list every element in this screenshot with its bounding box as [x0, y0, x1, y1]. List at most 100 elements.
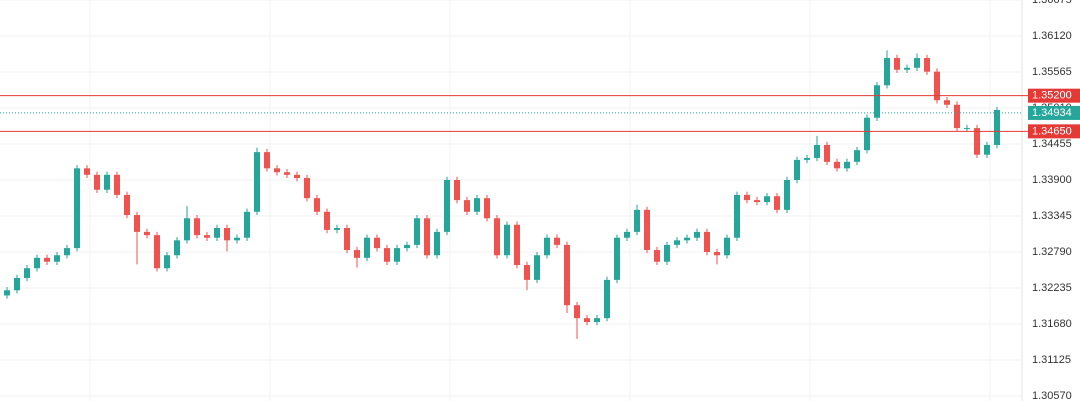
candle-body: [744, 194, 750, 201]
candle-body: [964, 128, 970, 130]
candle-body: [724, 237, 730, 256]
candle-body: [674, 240, 680, 245]
candle-body: [174, 240, 180, 256]
candle-body: [4, 290, 10, 296]
candle-body: [914, 58, 920, 68]
candle-body: [514, 224, 520, 265]
y-tick-label: 1.34455: [1032, 138, 1072, 150]
candle-body: [74, 168, 80, 249]
candle-body: [984, 144, 990, 155]
candle-body: [764, 196, 770, 203]
candle-body: [24, 268, 30, 278]
candle-body: [784, 180, 790, 210]
candle-body: [594, 318, 600, 323]
candle-body: [164, 255, 170, 269]
candle-body: [694, 231, 700, 238]
candle-body: [214, 228, 220, 238]
candle-body: [54, 255, 60, 262]
candle-body: [654, 250, 660, 262]
candle-body: [124, 194, 130, 216]
candle-body: [414, 218, 420, 245]
candle-body: [234, 237, 240, 241]
y-tick-label: 1.36675: [1032, 0, 1072, 6]
candle-body: [384, 248, 390, 262]
candle-body: [304, 178, 310, 199]
candle-body: [44, 257, 50, 262]
level-badge: [1028, 124, 1080, 139]
candle-body: [624, 231, 630, 238]
candle-body: [574, 305, 580, 319]
candle-body: [154, 235, 160, 269]
candle-body: [774, 196, 780, 210]
candle-body: [934, 71, 940, 101]
candle-body: [454, 180, 460, 201]
candle-body: [644, 209, 650, 251]
candle-body: [564, 244, 570, 306]
y-tick-label: 1.31680: [1032, 318, 1072, 330]
level-badge: [1028, 88, 1080, 103]
candle-body: [444, 180, 450, 232]
candle-body: [144, 231, 150, 236]
y-tick-label: 1.36120: [1032, 30, 1072, 42]
candle-body: [334, 228, 340, 230]
candle-body: [974, 128, 980, 155]
candle-body: [14, 277, 20, 291]
candle-body: [314, 198, 320, 212]
last-price-badge: [1028, 105, 1080, 120]
candle-body: [794, 159, 800, 181]
candle-body: [374, 237, 380, 249]
last-price-label: 1.34934: [1032, 107, 1072, 119]
candle-body: [114, 174, 120, 195]
candle-body: [634, 209, 640, 232]
candle-body: [994, 109, 1000, 145]
candle-body: [94, 174, 100, 190]
y-tick-label: 1.31125: [1032, 354, 1071, 366]
candle-body: [554, 237, 560, 245]
candle-body: [534, 255, 540, 280]
candle-body: [714, 252, 720, 256]
candle-body: [474, 198, 480, 212]
candle-body: [604, 279, 610, 319]
candle-body: [824, 144, 830, 162]
y-tick-label: 1.33345: [1032, 210, 1072, 222]
candle-body: [294, 174, 300, 179]
candle-body: [804, 157, 810, 160]
y-tick-label: 1.30570: [1032, 390, 1072, 401]
candle-body: [904, 67, 910, 70]
candle-body: [354, 250, 360, 258]
candle-body: [754, 200, 760, 203]
candle-body: [104, 174, 110, 190]
vertical-grid: [89, 0, 991, 401]
candle-body: [264, 152, 270, 169]
y-tick-label: 1.35565: [1032, 66, 1072, 78]
candle-body: [504, 224, 510, 256]
candle-body: [524, 264, 530, 280]
candle-body: [874, 85, 880, 118]
candle-body: [194, 218, 200, 236]
candle-body: [664, 244, 670, 262]
y-tick-label: 1.32790: [1032, 246, 1072, 258]
candle-body: [224, 228, 230, 241]
candle-body: [924, 58, 930, 72]
candle-body: [404, 244, 410, 249]
candle-body: [584, 318, 590, 323]
candle-body: [464, 200, 470, 212]
candle-body: [864, 117, 870, 151]
candle-body: [954, 104, 960, 129]
candle-body: [344, 228, 350, 251]
candle-body: [394, 248, 400, 262]
candle-body: [704, 231, 710, 253]
candle-body: [364, 237, 370, 258]
candle-body: [894, 58, 900, 70]
candle-body: [734, 194, 740, 238]
candle-body: [854, 150, 860, 162]
candle-body: [64, 248, 70, 256]
candle-body: [884, 58, 890, 86]
candle-body: [544, 237, 550, 256]
level-label: 1.35200: [1032, 90, 1072, 102]
candle-body: [434, 231, 440, 256]
y-tick-label: 1.32235: [1032, 282, 1072, 294]
candle-body: [134, 215, 140, 232]
candle-body: [944, 100, 950, 105]
candle-body: [34, 257, 40, 269]
